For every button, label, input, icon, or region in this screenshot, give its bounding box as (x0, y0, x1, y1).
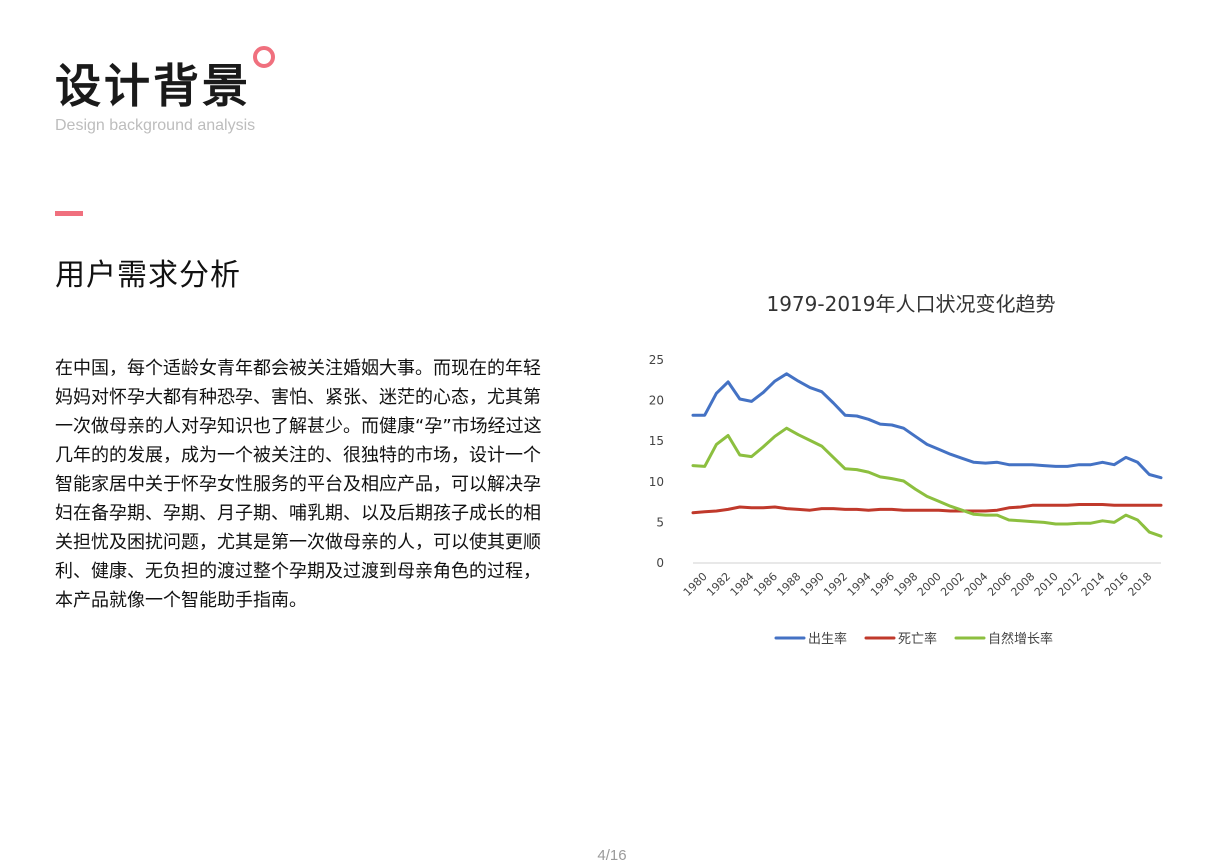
x-tick-label: 1980 (681, 570, 710, 599)
x-tick-label: 2016 (1102, 570, 1131, 599)
x-tick-label: 2002 (938, 570, 967, 599)
chart-axes: 0510152025198019821984198619881990199219… (649, 353, 1161, 599)
x-tick-label: 1982 (704, 570, 733, 599)
y-tick-label: 15 (649, 434, 664, 448)
x-tick-label: 1998 (891, 570, 920, 599)
x-tick-label: 2010 (1032, 570, 1061, 599)
x-tick-label: 1996 (868, 570, 897, 599)
x-tick-label: 1990 (798, 570, 827, 599)
x-tick-label: 1992 (821, 570, 850, 599)
series-line-出生率 (691, 372, 1163, 480)
y-tick-label: 20 (649, 394, 664, 408)
y-tick-label: 10 (649, 475, 664, 489)
x-tick-label: 1986 (751, 570, 780, 599)
legend-label: 自然增长率 (988, 631, 1053, 647)
page-number: 4/16 (597, 847, 627, 864)
chart-legend: 出生率 死亡率 自然增长率 (774, 631, 1053, 647)
section-paragraph: 在中国，每个适龄女青年都会被关注婚姻大事。而现在的年轻妈妈对怀孕大都有种恐孕、害… (55, 358, 542, 611)
legend-label: 死亡率 (898, 631, 937, 647)
x-tick-label: 2014 (1079, 570, 1108, 599)
x-tick-label: 2018 (1125, 570, 1154, 599)
x-tick-label: 2008 (1008, 570, 1037, 599)
legend-label: 出生率 (808, 631, 847, 647)
series-line-自然增长率 (691, 426, 1163, 538)
accent-dash (55, 211, 83, 216)
x-tick-label: 2006 (985, 570, 1014, 599)
series-line-死亡率 (691, 503, 1163, 515)
x-tick-label: 1994 (845, 570, 874, 599)
x-tick-label: 1984 (728, 570, 757, 599)
population-trend-chart: 1979-2019年人口状况变化趋势 051015202519801982198… (649, 292, 1163, 647)
chart-series (691, 372, 1163, 538)
x-tick-label: 2000 (915, 570, 944, 599)
x-tick-label: 2012 (1055, 570, 1084, 599)
y-tick-label: 5 (656, 515, 664, 529)
x-tick-label: 1988 (774, 570, 803, 599)
page-title: 设计背景 (55, 59, 251, 113)
circle-ring-icon (253, 46, 275, 68)
y-tick-label: 25 (649, 353, 664, 367)
x-tick-label: 2004 (962, 570, 991, 599)
page-subtitle: Design background analysis (55, 117, 256, 134)
y-tick-label: 0 (656, 556, 664, 570)
section-heading: 用户需求分析 (55, 258, 241, 293)
chart-title: 1979-2019年人口状况变化趋势 (766, 292, 1055, 316)
